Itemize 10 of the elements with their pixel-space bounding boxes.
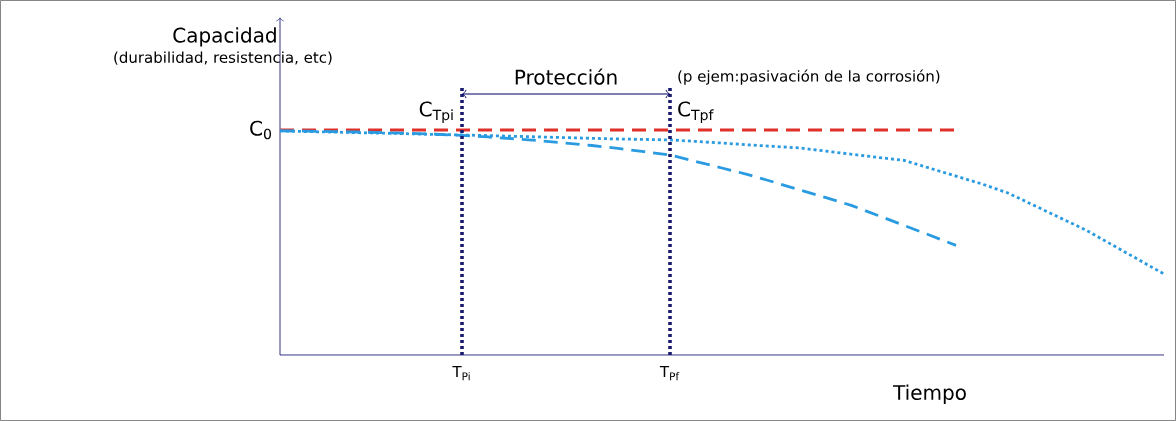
ref-line-label: C$_{Tpf}$ [678, 101, 714, 123]
x-axis-title: Tiempo [892, 384, 966, 404]
text: Protección [515, 68, 617, 85]
x-tick-label: T$_{Pf}$ [659, 366, 680, 381]
text: C$_{0}$ [250, 120, 271, 140]
ref-line-label: C$_{Tpi}$ [419, 101, 453, 123]
y-axis-title: Capacidad [173, 27, 276, 47]
text: (p ejem:pasivación de la corrosión) [678, 69, 940, 85]
x-tick-label: T$_{Pi}$ [452, 366, 470, 381]
text: (durabilidad, resistencia, etc) [114, 51, 332, 65]
